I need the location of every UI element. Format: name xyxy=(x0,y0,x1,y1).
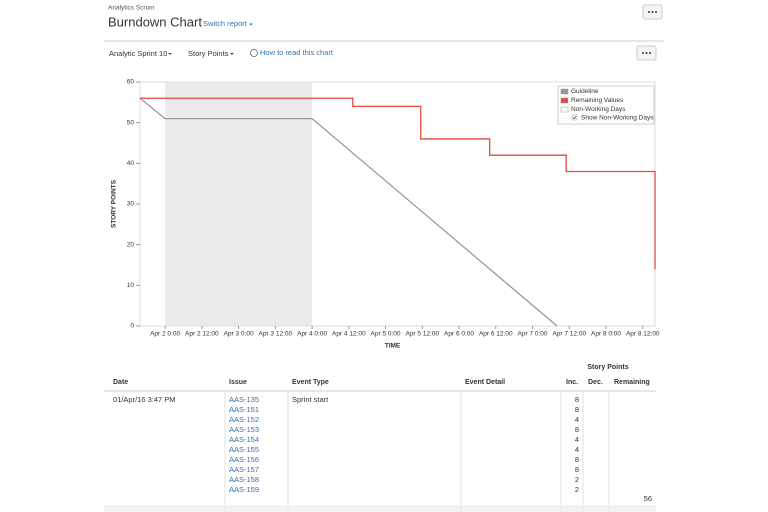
legend-swatch xyxy=(560,88,569,95)
x-tick-label: Apr 8 12:00 xyxy=(626,331,660,338)
x-tick-label: Apr 8 0:00 xyxy=(591,331,621,338)
column-header: Dec. xyxy=(588,379,603,386)
inc-cell: 4 xyxy=(575,445,579,454)
column-header: Event Detail xyxy=(465,379,505,386)
event-type-cell: Sprint start xyxy=(292,395,329,404)
y-tick-label: 0 xyxy=(130,323,134,330)
x-tick-label: Apr 5 0:00 xyxy=(371,331,401,338)
legend-swatch xyxy=(560,97,569,104)
issue-link[interactable]: AAS-156 xyxy=(229,455,259,464)
bottom-fade xyxy=(104,505,656,512)
legend-swatch xyxy=(560,106,569,113)
column-header: Event Type xyxy=(292,379,329,386)
x-tick-label: Apr 7 12:00 xyxy=(552,331,586,338)
y-tick-label: 10 xyxy=(127,282,135,289)
inc-cell: 8 xyxy=(575,405,579,414)
x-tick-label: Apr 3 12:00 xyxy=(259,331,293,338)
date-cell: 01/Apr/16 3:47 PM xyxy=(113,395,176,404)
dots xyxy=(642,52,651,54)
x-tick-label: Apr 4 0:00 xyxy=(297,331,327,338)
series-line xyxy=(139,97,558,327)
estimate-select[interactable]: Story Points xyxy=(188,49,229,58)
y-tick-label: 20 xyxy=(127,241,135,248)
project-name: Analytics Scrum xyxy=(108,5,155,12)
x-tick-label: Apr 5 12:00 xyxy=(405,331,439,338)
issue-link[interactable]: AAS-153 xyxy=(229,425,259,434)
x-tick-label: Apr 3 0:00 xyxy=(224,331,254,338)
x-axis-label: TIME xyxy=(385,343,401,350)
group-header: Story Points xyxy=(587,364,628,371)
inc-cell: 2 xyxy=(575,485,579,494)
legend xyxy=(557,85,655,125)
inc-cell: 4 xyxy=(575,415,579,424)
y-tick-label: 40 xyxy=(127,160,135,167)
sprint-select[interactable]: Analytic Sprint 10 xyxy=(109,49,167,58)
legend-option: Show Non-Working Days xyxy=(581,115,654,122)
y-tick-label: 30 xyxy=(127,201,135,208)
checkbox[interactable] xyxy=(571,114,578,121)
inc-cell: 2 xyxy=(575,475,579,484)
x-tick-label: Apr 2 0:00 xyxy=(150,331,180,338)
x-tick-label: Apr 2 12:00 xyxy=(185,331,219,338)
inc-cell: 8 xyxy=(575,455,579,464)
issue-link[interactable]: AAS-157 xyxy=(229,465,259,474)
legend-label: Non-Working Days xyxy=(571,106,626,113)
x-tick-label: Apr 4 12:00 xyxy=(332,331,366,338)
issue-link[interactable]: AAS-154 xyxy=(229,435,259,444)
series-line xyxy=(140,97,656,270)
issue-link[interactable]: AAS-151 xyxy=(229,405,259,414)
caret xyxy=(249,23,253,26)
inc-cell: 8 xyxy=(575,395,579,404)
page-title: Burndown Chart xyxy=(108,14,202,29)
issue-link[interactable]: AAS-135 xyxy=(229,395,259,404)
help-icon xyxy=(250,49,258,57)
legend-label: Guideline xyxy=(571,88,599,95)
issue-link[interactable]: AAS-155 xyxy=(229,445,259,454)
checkmark xyxy=(572,115,577,120)
issue-link[interactable]: AAS-152 xyxy=(229,415,259,424)
non-working-band xyxy=(165,82,313,326)
legend-label: Remaining Values xyxy=(571,97,624,104)
table: Story Points Date Issue Event Type Event Det… xyxy=(104,364,656,512)
y-tick-label: 50 xyxy=(127,119,135,126)
x-tick-label: Apr 7 0:00 xyxy=(518,331,548,338)
y-axis-label: STORY POINTS xyxy=(111,179,118,228)
inc-cell: 4 xyxy=(575,435,579,444)
caret xyxy=(230,53,234,55)
x-tick-label: Apr 6 12:00 xyxy=(479,331,513,338)
remaining-cell: 56 xyxy=(644,494,652,503)
column-header: Issue xyxy=(229,379,247,386)
column-header: Inc. xyxy=(566,379,578,386)
caret xyxy=(168,53,172,55)
inc-cell: 8 xyxy=(575,465,579,474)
help-link[interactable]: How to read this chart xyxy=(260,48,334,57)
x-tick-label: Apr 6 0:00 xyxy=(444,331,474,338)
column-header: Remaining xyxy=(614,379,650,386)
dots xyxy=(648,11,657,13)
column-header: Date xyxy=(113,379,128,386)
issue-link[interactable]: AAS-159 xyxy=(229,485,259,494)
y-tick-label: 60 xyxy=(127,79,135,86)
inc-cell: 8 xyxy=(575,425,579,434)
issue-link[interactable]: AAS-158 xyxy=(229,475,259,484)
switch-report[interactable]: Switch report xyxy=(203,19,248,28)
chart: 0 10 20 30 40 50 60 Apr 2 0:00 Apr 2 12:00 Apr 3 … xyxy=(111,79,660,350)
